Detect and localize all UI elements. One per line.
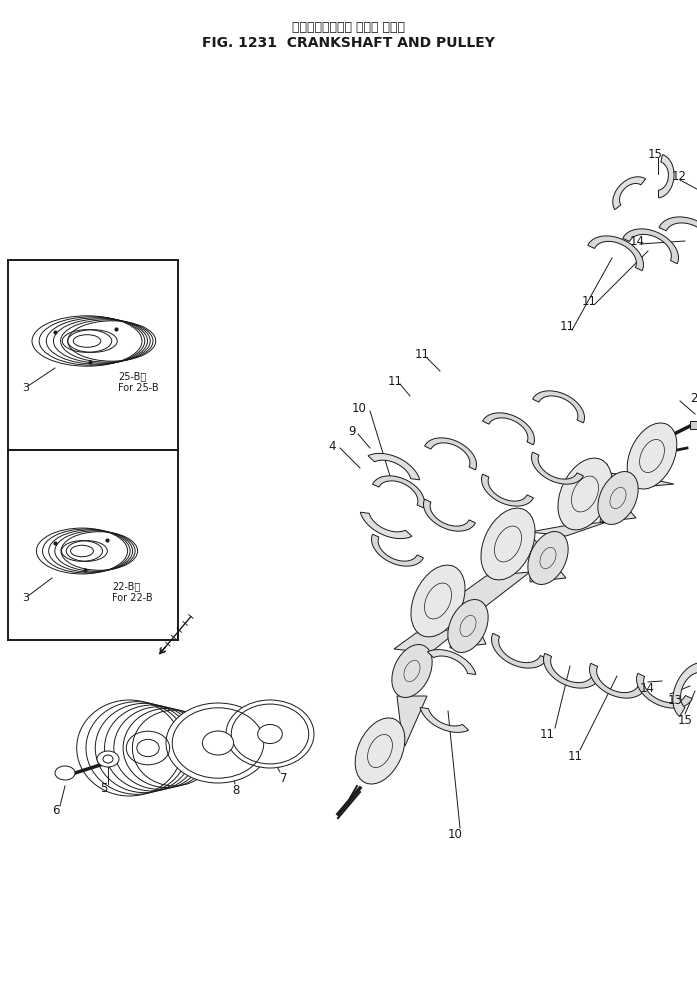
- Polygon shape: [397, 696, 427, 746]
- Polygon shape: [491, 634, 547, 668]
- Ellipse shape: [97, 751, 119, 767]
- Polygon shape: [544, 653, 599, 688]
- Polygon shape: [588, 235, 643, 271]
- Ellipse shape: [55, 766, 75, 780]
- Text: 11: 11: [582, 295, 597, 308]
- Ellipse shape: [258, 724, 282, 743]
- Ellipse shape: [411, 565, 465, 637]
- Ellipse shape: [70, 545, 93, 556]
- Ellipse shape: [528, 531, 568, 584]
- Ellipse shape: [226, 700, 314, 768]
- Text: 15: 15: [678, 714, 693, 727]
- Polygon shape: [659, 217, 697, 255]
- Text: 14: 14: [630, 234, 645, 247]
- Ellipse shape: [103, 754, 113, 763]
- Ellipse shape: [166, 703, 270, 783]
- Bar: [8, 450, 178, 640]
- Ellipse shape: [355, 718, 405, 784]
- Polygon shape: [424, 438, 477, 470]
- Polygon shape: [482, 474, 533, 506]
- Polygon shape: [636, 673, 692, 708]
- Polygon shape: [450, 572, 530, 606]
- Polygon shape: [530, 522, 607, 536]
- Polygon shape: [600, 472, 674, 488]
- Text: 13: 13: [668, 694, 683, 707]
- Text: 12: 12: [672, 169, 687, 182]
- Text: FIG. 1231  CRANKSHAFT AND PULLEY: FIG. 1231 CRANKSHAFT AND PULLEY: [201, 36, 494, 50]
- Text: 11: 11: [540, 727, 555, 740]
- Polygon shape: [427, 650, 476, 674]
- Ellipse shape: [558, 458, 612, 530]
- Polygon shape: [373, 476, 424, 508]
- Ellipse shape: [137, 739, 159, 757]
- Text: 22-B用: 22-B用: [112, 581, 140, 591]
- Ellipse shape: [448, 600, 488, 653]
- Polygon shape: [600, 464, 636, 522]
- Text: 8: 8: [232, 785, 239, 798]
- Ellipse shape: [627, 423, 677, 489]
- Polygon shape: [533, 391, 585, 423]
- Polygon shape: [532, 452, 583, 484]
- Polygon shape: [482, 412, 535, 445]
- Ellipse shape: [598, 472, 638, 524]
- Text: クランクシャフト および プーリ: クランクシャフト および プーリ: [291, 21, 404, 34]
- Polygon shape: [394, 629, 460, 653]
- Polygon shape: [372, 534, 423, 566]
- Text: 6: 6: [52, 805, 59, 818]
- FancyBboxPatch shape: [690, 421, 697, 429]
- Ellipse shape: [481, 508, 535, 579]
- Polygon shape: [368, 454, 420, 480]
- Text: 15: 15: [648, 148, 663, 161]
- Bar: [8, 260, 178, 450]
- Ellipse shape: [73, 335, 101, 347]
- Polygon shape: [623, 229, 678, 264]
- Text: 10: 10: [448, 828, 463, 840]
- Polygon shape: [450, 573, 486, 648]
- Text: 25-B用: 25-B用: [118, 371, 146, 381]
- Polygon shape: [420, 707, 468, 732]
- Text: 2: 2: [690, 391, 697, 404]
- Text: For 25-B: For 25-B: [118, 383, 159, 393]
- Polygon shape: [659, 155, 674, 198]
- Text: 11: 11: [415, 347, 430, 360]
- Text: For 22-B: For 22-B: [112, 593, 153, 603]
- Polygon shape: [360, 512, 412, 538]
- Text: 14: 14: [640, 681, 655, 694]
- Text: 7: 7: [280, 772, 287, 785]
- Text: 11: 11: [560, 320, 575, 333]
- Polygon shape: [613, 177, 645, 209]
- Ellipse shape: [202, 731, 233, 754]
- Text: 11: 11: [388, 374, 403, 387]
- Text: 11: 11: [568, 749, 583, 763]
- Text: 9: 9: [348, 425, 355, 438]
- Text: 5: 5: [100, 782, 107, 795]
- Text: 4: 4: [328, 440, 335, 453]
- Ellipse shape: [392, 645, 432, 697]
- Polygon shape: [673, 663, 697, 716]
- Text: 10: 10: [352, 401, 367, 414]
- Polygon shape: [530, 514, 566, 582]
- Text: 3: 3: [22, 593, 29, 603]
- Polygon shape: [590, 663, 645, 698]
- Text: 3: 3: [22, 383, 29, 393]
- Polygon shape: [424, 499, 475, 531]
